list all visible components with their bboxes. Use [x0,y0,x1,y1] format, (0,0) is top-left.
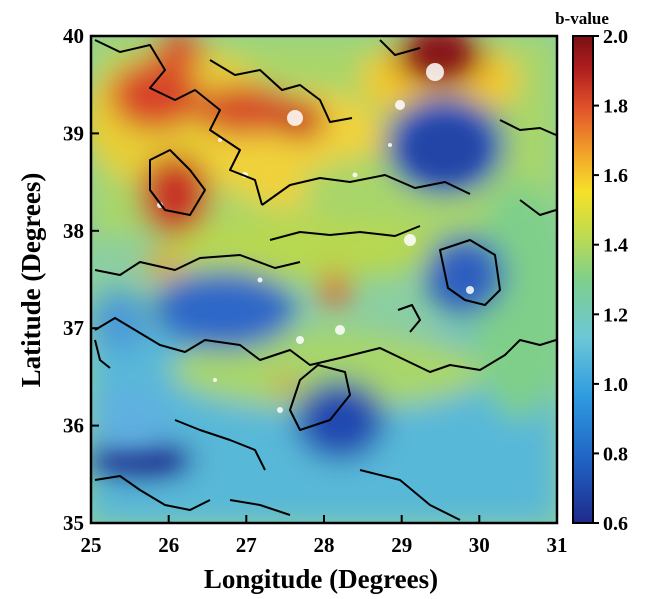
colorbar-tick-label: 0.6 [603,513,628,535]
x-tick-labels: 25 26 27 28 29 30 31 [81,533,568,557]
colorbar: b-value 2.0 1.8 1.6 1.4 1.2 1.0 0.8 0.6 [555,9,628,535]
y-axis-title: Latitude (Degrees) [16,173,46,388]
y-tick-label: 36 [63,414,84,438]
colorbar-tick-label: 2.0 [603,26,628,48]
y-tick-label: 38 [63,219,84,243]
colorbar-title: b-value [555,9,609,28]
axis-tick-marks [90,35,558,524]
x-tick-label: 31 [547,533,568,557]
colorbar-tick-label: 1.0 [603,374,628,396]
x-tick-label: 27 [236,533,257,557]
x-tick-label: 25 [81,533,102,557]
colorbar-tick-label: 1.8 [603,96,628,118]
colorbar-tick-label: 0.8 [603,443,628,465]
y-tick-label: 40 [63,24,84,48]
y-tick-labels: 40 39 38 37 36 35 [63,24,84,535]
colorbar-tick-label: 1.6 [603,165,628,187]
x-tick-label: 29 [391,533,412,557]
x-axis-title: Longitude (Degrees) [204,564,438,594]
x-tick-label: 28 [314,533,335,557]
x-tick-label: 30 [469,533,490,557]
y-tick-label: 39 [63,121,84,145]
y-tick-label: 35 [63,511,84,535]
colorbar-gradient [572,35,594,524]
colorbar-tick-label: 1.4 [603,235,628,257]
b-value-field [91,36,557,523]
x-tick-label: 26 [158,533,179,557]
y-tick-label: 37 [63,316,84,340]
colorbar-tick-label: 1.2 [603,304,628,326]
coastlines-and-faults [94,39,557,521]
